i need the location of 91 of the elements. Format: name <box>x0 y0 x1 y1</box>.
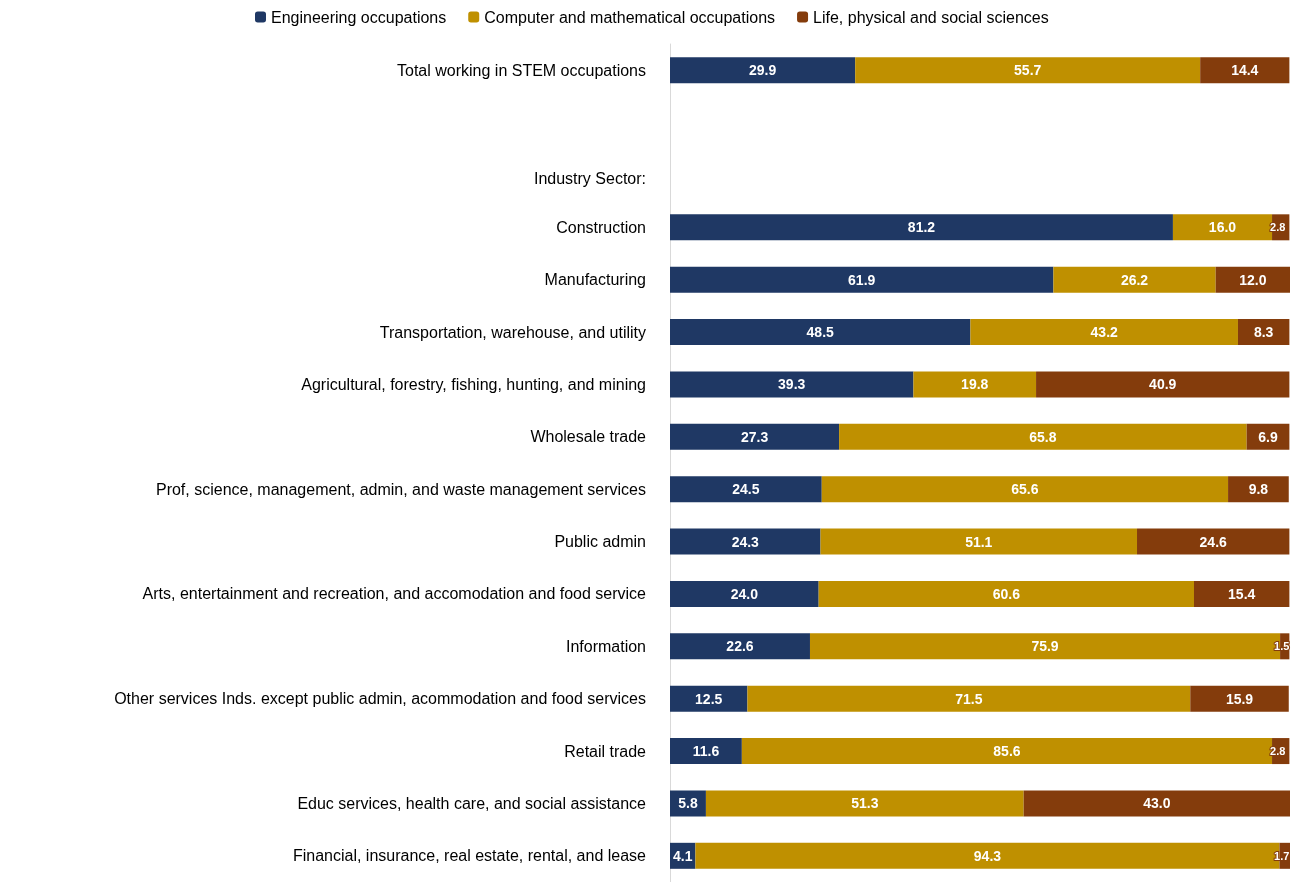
bar <box>1237 319 1290 346</box>
data-label: 43.0 <box>1143 795 1171 812</box>
data-label: 61.9 <box>848 271 876 288</box>
y-tick-label: Total working in STEM occupations <box>397 61 646 79</box>
data-label: 48.5 <box>806 324 835 341</box>
y-tick-label: Transportation, warehouse, and utility <box>379 323 646 341</box>
bar <box>670 476 822 503</box>
bar <box>670 580 819 607</box>
bar <box>670 633 810 660</box>
text: Industry Sector: <box>533 170 646 188</box>
data-label: 15.9 <box>1225 690 1254 707</box>
y-tick-label: Wholesale trade <box>530 428 647 446</box>
y-tick-label: Manufacturing <box>544 271 646 289</box>
data-label: 1.7 <box>1274 849 1290 862</box>
data-label: 4.1 <box>672 847 693 864</box>
data-label: 39.3 <box>778 376 806 393</box>
bar <box>705 790 1024 817</box>
bar <box>970 319 1238 346</box>
data-label: 16.0 <box>1208 219 1237 236</box>
data-label: 12.0 <box>1239 271 1267 288</box>
bar <box>670 371 914 398</box>
data-label: 81.2 <box>907 219 936 236</box>
y-tick-label: Prof, science, management, admin, and waste management services <box>155 480 646 498</box>
data-label: 55.7 <box>1014 62 1042 79</box>
bar <box>670 528 821 555</box>
legend-label: Life, physical and social sciences <box>813 8 1049 26</box>
data-label: 24.3 <box>731 533 760 550</box>
data-label: 22.6 <box>726 638 754 655</box>
data-label: 43.2 <box>1090 324 1119 341</box>
bar <box>670 57 856 84</box>
data-label: 14.4 <box>1231 62 1259 79</box>
data-label: 11.6 <box>692 743 720 760</box>
data-label: 26.2 <box>1120 271 1149 288</box>
y-tick-label: Other services Inds. except public admin, acommodation and food services <box>114 690 646 708</box>
legend-label: Engineering occupations <box>271 8 447 26</box>
data-label: 65.8 <box>1029 428 1057 445</box>
data-label: 8.3 <box>1253 324 1274 341</box>
bar <box>1137 528 1290 555</box>
data-label: 19.8 <box>961 376 989 393</box>
data-label: 24.6 <box>1199 533 1228 550</box>
bar <box>821 476 1229 503</box>
bar <box>855 57 1201 84</box>
data-label: 2.8 <box>1270 221 1286 234</box>
y-tick-label: Financial, insurance, real estate, rental, and lease <box>292 847 647 865</box>
data-label: 51.3 <box>851 795 879 812</box>
bar <box>820 528 1138 555</box>
bar <box>670 423 840 450</box>
y-tick-label: Arts, entertainment and recreation, and accomodation and food service <box>142 585 647 603</box>
data-label: 15.4 <box>1228 585 1256 602</box>
data-label: 40.9 <box>1149 376 1177 393</box>
bar <box>670 214 1173 241</box>
data-label: 5.8 <box>678 795 698 812</box>
bar <box>670 685 748 712</box>
y-tick-label: Information <box>565 637 646 655</box>
bar <box>670 266 1054 293</box>
data-label: 1.5 <box>1274 640 1290 653</box>
bar <box>1036 371 1290 398</box>
legend-label: Computer and mathematical occupations <box>484 8 776 26</box>
data-label: 24.0 <box>730 585 759 602</box>
y-tick-label: Construction <box>556 218 646 236</box>
data-label: 85.6 <box>993 743 1021 760</box>
bar <box>839 423 1247 450</box>
bar <box>1200 57 1290 84</box>
bar <box>1190 685 1289 712</box>
bar <box>818 580 1194 607</box>
bar <box>1228 476 1289 503</box>
y-tick-label: Public admin <box>554 533 646 551</box>
bar <box>1053 266 1216 293</box>
y-tick-label: Retail trade <box>564 742 647 760</box>
data-label: 12.5 <box>695 690 723 707</box>
data-label: 60.6 <box>992 585 1021 602</box>
data-label: 9.8 <box>1248 481 1269 498</box>
data-label: 24.5 <box>732 481 760 498</box>
data-label: 65.6 <box>1011 481 1039 498</box>
data-label: 27.3 <box>740 428 769 445</box>
data-label: 94.3 <box>973 847 1002 864</box>
bar <box>1194 580 1290 607</box>
data-label: 71.5 <box>955 690 983 707</box>
bar <box>747 685 1191 712</box>
y-tick-label: Educ services, health care, and social assistance <box>297 794 647 812</box>
bar <box>1023 790 1290 817</box>
bar <box>1215 266 1290 293</box>
bar <box>670 319 971 346</box>
data-label: 75.9 <box>1031 638 1059 655</box>
data-label: 2.8 <box>1270 745 1286 758</box>
data-label: 29.9 <box>748 62 777 79</box>
data-label: 6.9 <box>1258 428 1278 445</box>
y-tick-label: Agricultural, forestry, fishing, hunting, and mining <box>301 375 646 393</box>
data-label: 51.1 <box>965 533 993 550</box>
bar <box>670 738 742 765</box>
bar <box>913 371 1037 398</box>
